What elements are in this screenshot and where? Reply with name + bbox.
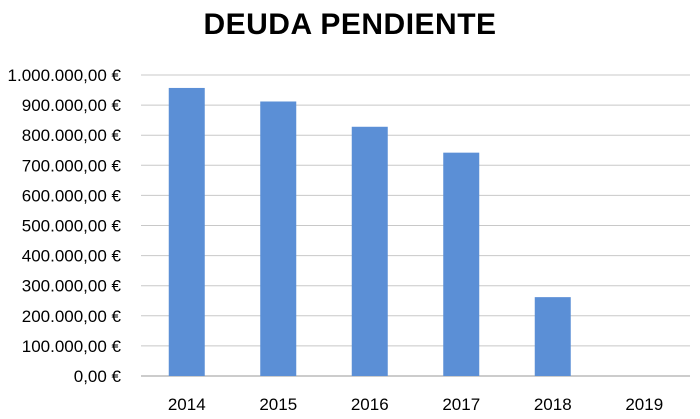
x-tick-label: 2016 [351, 395, 389, 414]
x-tick-label: 2018 [534, 395, 572, 414]
chart-title: DEUDA PENDIENTE [203, 8, 497, 41]
bar [534, 297, 571, 376]
y-tick-label: 400.000,00 € [22, 247, 122, 266]
bar [168, 87, 205, 377]
x-tick-label: 2014 [168, 395, 206, 414]
y-tick-label: 300.000,00 € [22, 277, 122, 296]
bar [443, 152, 480, 376]
y-tick-label: 600.000,00 € [22, 186, 122, 205]
y-tick-label: 700.000,00 € [22, 156, 122, 175]
x-tick-label: 2019 [625, 395, 663, 414]
y-tick-label: 0,00 € [74, 367, 122, 386]
y-tick-label: 1.000.000,00 € [8, 66, 122, 85]
y-tick-label: 900.000,00 € [22, 96, 122, 115]
x-tick-label: 2015 [259, 395, 297, 414]
y-tick-label: 500.000,00 € [22, 217, 122, 236]
y-tick-label: 200.000,00 € [22, 307, 122, 326]
y-tick-label: 100.000,00 € [22, 337, 122, 356]
x-tick-label: 2017 [442, 395, 480, 414]
bar [260, 101, 297, 376]
y-tick-label: 800.000,00 € [22, 126, 122, 145]
bar [351, 126, 388, 376]
